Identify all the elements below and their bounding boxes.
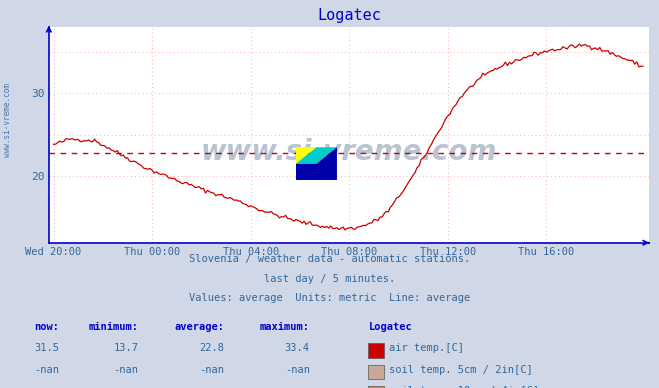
Text: Slovenia / weather data - automatic stations.: Slovenia / weather data - automatic stat… xyxy=(189,254,470,264)
Text: air temp.[C]: air temp.[C] xyxy=(389,343,464,353)
Text: -nan: -nan xyxy=(285,386,310,388)
Text: www.si-vreme.com: www.si-vreme.com xyxy=(201,138,498,166)
Text: last day / 5 minutes.: last day / 5 minutes. xyxy=(264,274,395,284)
Title: Logatec: Logatec xyxy=(318,8,381,23)
Text: now:: now: xyxy=(34,322,59,332)
Text: 33.4: 33.4 xyxy=(285,343,310,353)
Text: -nan: -nan xyxy=(199,386,224,388)
Text: -nan: -nan xyxy=(34,386,59,388)
Text: 22.8: 22.8 xyxy=(199,343,224,353)
Text: -nan: -nan xyxy=(113,386,138,388)
Polygon shape xyxy=(296,147,316,164)
Text: 31.5: 31.5 xyxy=(34,343,59,353)
Text: -nan: -nan xyxy=(113,365,138,375)
Text: average:: average: xyxy=(174,322,224,332)
Text: -nan: -nan xyxy=(34,365,59,375)
Text: Values: average  Units: metric  Line: average: Values: average Units: metric Line: aver… xyxy=(189,293,470,303)
Text: soil temp. 5cm / 2in[C]: soil temp. 5cm / 2in[C] xyxy=(389,365,532,375)
Polygon shape xyxy=(296,147,337,164)
Polygon shape xyxy=(296,147,337,180)
Text: -nan: -nan xyxy=(285,365,310,375)
Text: soil temp. 10cm / 4in[C]: soil temp. 10cm / 4in[C] xyxy=(389,386,539,388)
Text: www.si-vreme.com: www.si-vreme.com xyxy=(3,83,13,157)
Text: Logatec: Logatec xyxy=(369,322,413,332)
Text: 13.7: 13.7 xyxy=(113,343,138,353)
Text: minimum:: minimum: xyxy=(88,322,138,332)
Text: -nan: -nan xyxy=(199,365,224,375)
Text: maximum:: maximum: xyxy=(260,322,310,332)
